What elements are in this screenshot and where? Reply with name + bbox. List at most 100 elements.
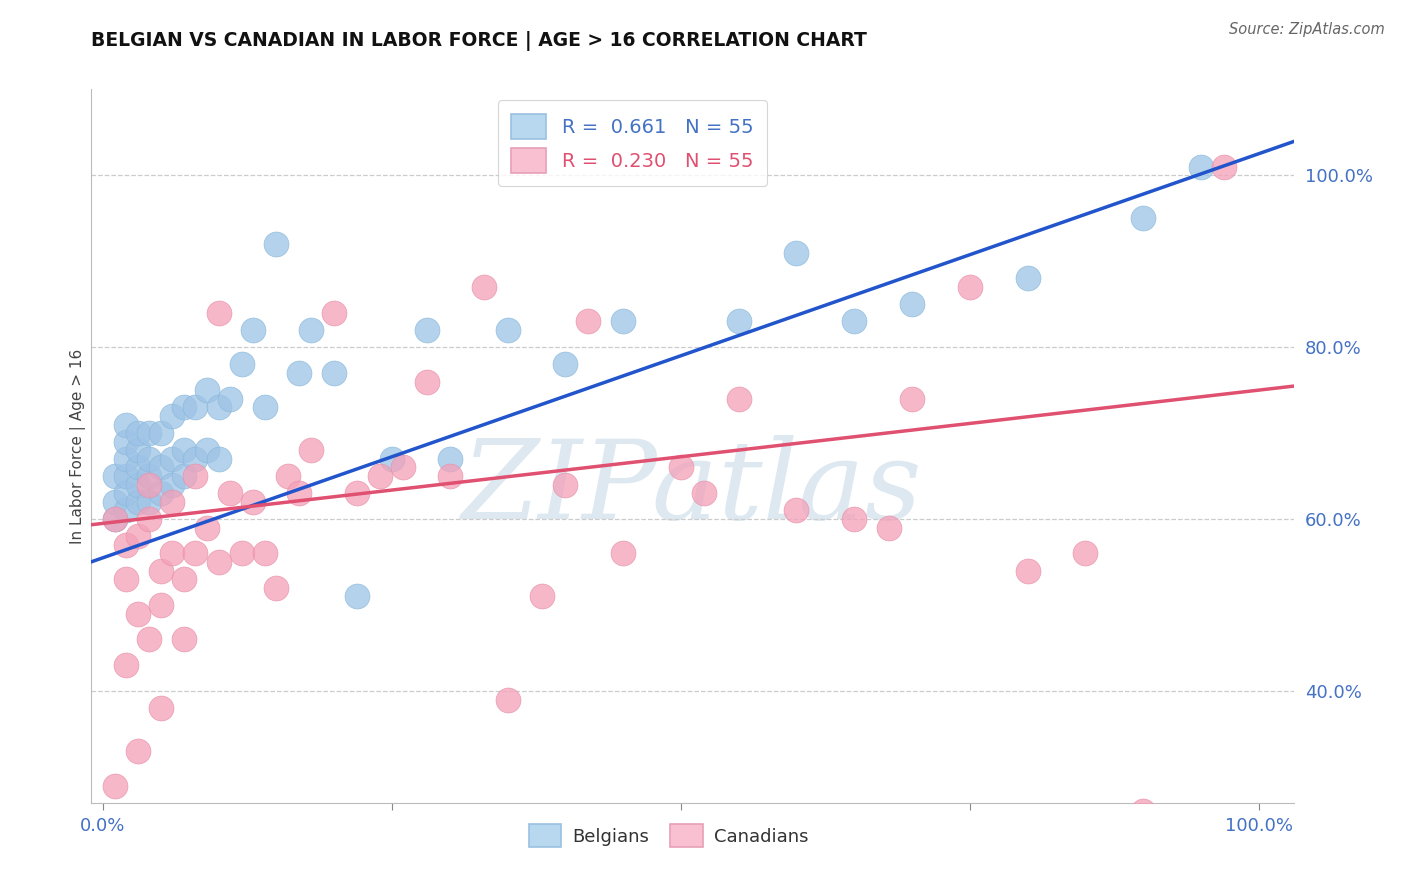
Point: [115, 434, 138, 449]
Point: [127, 460, 149, 475]
Point: [392, 460, 415, 475]
Point: [103, 779, 125, 793]
Point: [149, 564, 172, 578]
Point: [207, 306, 229, 320]
Point: [288, 486, 311, 500]
Point: [115, 503, 138, 517]
Point: [277, 469, 299, 483]
Text: Source: ZipAtlas.com: Source: ZipAtlas.com: [1229, 22, 1385, 37]
Point: [785, 503, 807, 517]
Point: [195, 443, 218, 458]
Point: [288, 366, 311, 380]
Point: [669, 460, 692, 475]
Point: [173, 469, 195, 483]
Point: [115, 572, 138, 586]
Point: [415, 323, 437, 337]
Point: [370, 469, 392, 483]
Point: [1189, 160, 1212, 174]
Point: [115, 486, 138, 500]
Point: [207, 555, 229, 569]
Point: [323, 306, 346, 320]
Point: [162, 477, 184, 491]
Point: [323, 366, 346, 380]
Point: [173, 572, 195, 586]
Point: [173, 632, 195, 647]
Point: [138, 469, 160, 483]
Point: [162, 546, 184, 560]
Point: [138, 495, 160, 509]
Point: [162, 409, 184, 423]
Point: [173, 401, 195, 415]
Point: [149, 598, 172, 612]
Point: [127, 529, 149, 543]
Point: [299, 323, 322, 337]
Point: [115, 451, 138, 466]
Point: [149, 486, 172, 500]
Point: [439, 469, 461, 483]
Point: [138, 451, 160, 466]
Point: [844, 512, 866, 526]
Point: [474, 280, 496, 294]
Point: [149, 460, 172, 475]
Point: [727, 392, 749, 406]
Point: [844, 314, 866, 328]
Point: [785, 245, 807, 260]
Point: [242, 323, 264, 337]
Point: [115, 417, 138, 432]
Legend: Belgians, Canadians: Belgians, Canadians: [522, 817, 815, 855]
Point: [103, 512, 125, 526]
Point: [554, 477, 576, 491]
Point: [127, 477, 149, 491]
Point: [138, 426, 160, 441]
Point: [195, 383, 218, 397]
Point: [127, 443, 149, 458]
Point: [253, 401, 276, 415]
Point: [103, 469, 125, 483]
Point: [207, 401, 229, 415]
Point: [496, 323, 519, 337]
Point: [195, 521, 218, 535]
Text: ZIPatlas: ZIPatlas: [463, 435, 922, 542]
Text: BELGIAN VS CANADIAN IN LABOR FORCE | AGE > 16 CORRELATION CHART: BELGIAN VS CANADIAN IN LABOR FORCE | AGE…: [91, 31, 868, 51]
Point: [149, 426, 172, 441]
Point: [346, 486, 368, 500]
Point: [127, 744, 149, 758]
Point: [184, 451, 207, 466]
Point: [127, 495, 149, 509]
Point: [612, 314, 634, 328]
Point: [901, 392, 924, 406]
Point: [346, 590, 368, 604]
Point: [127, 426, 149, 441]
Point: [173, 443, 195, 458]
Point: [1132, 211, 1154, 226]
Point: [266, 581, 288, 595]
Y-axis label: In Labor Force | Age > 16: In Labor Force | Age > 16: [69, 349, 86, 543]
Point: [115, 658, 138, 673]
Point: [266, 236, 288, 251]
Point: [1017, 564, 1039, 578]
Point: [877, 521, 900, 535]
Point: [115, 469, 138, 483]
Point: [184, 469, 207, 483]
Point: [1074, 546, 1097, 560]
Point: [138, 477, 160, 491]
Point: [901, 297, 924, 311]
Point: [554, 357, 576, 371]
Point: [103, 495, 125, 509]
Point: [138, 512, 160, 526]
Point: [242, 495, 264, 509]
Point: [149, 701, 172, 715]
Point: [207, 451, 229, 466]
Point: [1132, 805, 1154, 819]
Point: [959, 280, 981, 294]
Point: [612, 546, 634, 560]
Point: [253, 546, 276, 560]
Point: [231, 357, 253, 371]
Point: [693, 486, 716, 500]
Point: [138, 632, 160, 647]
Point: [531, 590, 554, 604]
Point: [184, 546, 207, 560]
Point: [219, 486, 242, 500]
Point: [162, 495, 184, 509]
Point: [381, 451, 404, 466]
